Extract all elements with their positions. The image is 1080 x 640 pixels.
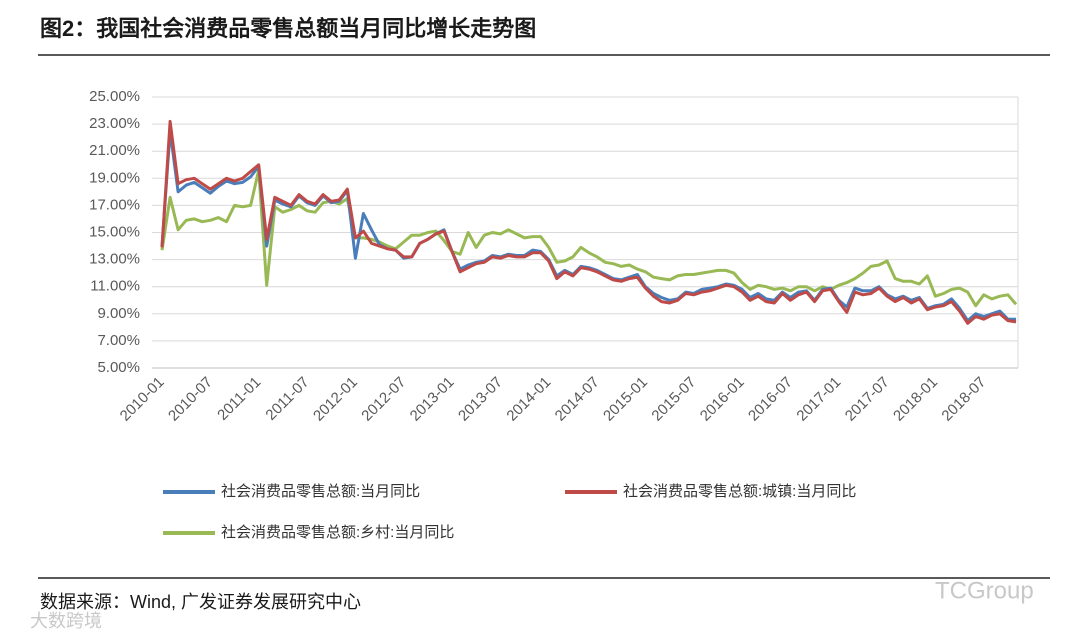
series-line [160,168,1018,308]
y-tick-label: 11.00% [90,278,140,295]
y-tick-label: 17.00% [89,196,140,213]
x-tick-label: 2014-07 [552,374,603,425]
x-tick-label: 2015-07 [648,374,699,425]
x-tick-label: 2018-01 [890,374,941,425]
y-tick-label: 9.00% [97,305,140,322]
x-tick-label: 2013-07 [455,374,506,425]
source-note: 数据来源：Wind, 广发证券发展研究中心 [40,592,361,612]
x-tick-label: 2010-01 [117,374,168,425]
x-tick-label: 2014-01 [503,374,554,425]
series-line [160,119,1017,325]
x-tick-label: 2016-07 [745,374,796,425]
y-tick-label: 25.00% [89,88,140,105]
series-line [160,129,1016,323]
x-tick-label: 2016-01 [697,374,748,425]
y-tick-label: 23.00% [89,115,140,132]
x-tick-label: 2015-01 [600,374,651,425]
watermark: 大数跨境 [30,611,102,631]
y-tick-label: 21.00% [89,142,140,159]
legend-label: 社会消费品零售总额:当月同比 [221,483,420,500]
x-tick-label: 2010-07 [165,374,216,425]
x-tick-label: 2017-07 [842,374,893,425]
x-tick-label: 2011-01 [214,374,264,424]
chart-title: 图2：我国社会消费品零售总额当月同比增长走势图 [40,16,536,41]
x-tick-label: 2018-07 [938,374,989,425]
legend-label: 社会消费品零售总额:乡村:当月同比 [221,524,454,541]
y-tick-label: 7.00% [97,332,140,349]
x-tick-label: 2017-01 [793,374,844,425]
y-tick-label: 13.00% [89,251,140,268]
legend-label: 社会消费品零售总额:城镇:当月同比 [623,483,856,500]
y-tick-label: 19.00% [89,169,140,186]
x-tick-label: 2011-07 [262,374,312,424]
x-tick-label: 2012-01 [310,374,361,425]
y-tick-label: 5.00% [97,359,140,376]
y-tick-label: 15.00% [89,223,140,240]
watermark: TCGroup [935,577,1034,604]
x-tick-label: 2013-01 [407,374,458,425]
x-tick-label: 2012-07 [358,374,409,425]
